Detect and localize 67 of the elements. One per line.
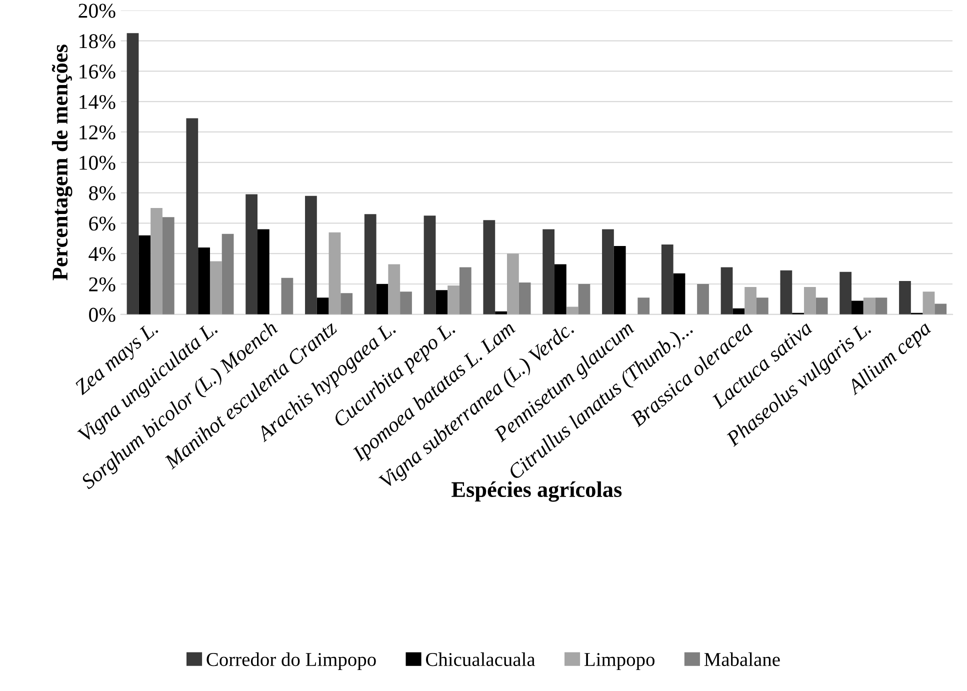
- bar: [340, 293, 353, 314]
- bar: [400, 292, 412, 314]
- bar: [804, 287, 816, 314]
- bar: [756, 298, 768, 314]
- bar: [138, 235, 151, 314]
- bar: [328, 232, 341, 314]
- y-tick-label: 4%: [88, 246, 116, 262]
- bar: [542, 229, 555, 314]
- bar: [126, 33, 139, 314]
- bar: [518, 282, 531, 314]
- legend-label: Limpopo: [584, 653, 654, 670]
- bar: [436, 290, 448, 314]
- y-tick-label: 14%: [80, 94, 116, 110]
- bar: [459, 267, 472, 314]
- bar: [578, 284, 590, 314]
- bar: [554, 264, 566, 314]
- x-axis-title: Espécies agrícolas: [452, 481, 622, 502]
- bar: [875, 298, 888, 314]
- y-tick-label: 2%: [89, 277, 116, 292]
- bar: [246, 194, 258, 314]
- bar: [732, 308, 745, 314]
- y-tick-label: 20%: [78, 4, 116, 18]
- bar: [222, 234, 234, 314]
- bar: [281, 278, 294, 314]
- bar: [424, 216, 436, 314]
- bar: [661, 244, 674, 314]
- bar: [816, 298, 828, 314]
- y-tick-label: 12%: [80, 125, 116, 140]
- bar: [614, 246, 626, 314]
- y-tick-label: 6%: [89, 216, 116, 231]
- bar: [210, 261, 222, 314]
- bar: [198, 248, 210, 314]
- bar: [840, 272, 852, 314]
- y-axis-title: Percentagem de menções: [52, 44, 72, 280]
- bar: [483, 220, 496, 314]
- bar: [638, 298, 650, 314]
- bar: [934, 304, 947, 314]
- bar: [602, 229, 614, 314]
- bar: [697, 284, 709, 314]
- bar: [673, 273, 686, 314]
- y-tick-label: 8%: [89, 186, 116, 200]
- bar: [852, 300, 864, 314]
- bar: [448, 286, 460, 314]
- y-tick-label: 16%: [80, 64, 116, 79]
- bar: [388, 264, 400, 314]
- bar: [364, 214, 376, 314]
- bar: [186, 118, 198, 314]
- bar: [899, 280, 911, 314]
- bar: [162, 217, 174, 314]
- legend-label: Chicualacuala: [426, 652, 536, 666]
- bar: [258, 229, 270, 314]
- bar: [780, 270, 792, 314]
- bar: [720, 267, 733, 314]
- legend-label: Corredor do Limpopo: [206, 652, 376, 670]
- bar: [744, 287, 756, 314]
- bar: [566, 306, 578, 314]
- bar: [316, 298, 329, 314]
- y-tick-label: 18%: [80, 34, 116, 48]
- bar: [150, 208, 162, 314]
- bar: [863, 298, 876, 314]
- bar: [305, 196, 317, 314]
- y-tick-label: 0%: [89, 308, 116, 322]
- bar: [376, 284, 388, 314]
- bar: [922, 292, 935, 314]
- y-tick-label: 10%: [80, 156, 116, 170]
- legend-label: Mabalane: [704, 652, 780, 666]
- bar: [506, 254, 519, 314]
